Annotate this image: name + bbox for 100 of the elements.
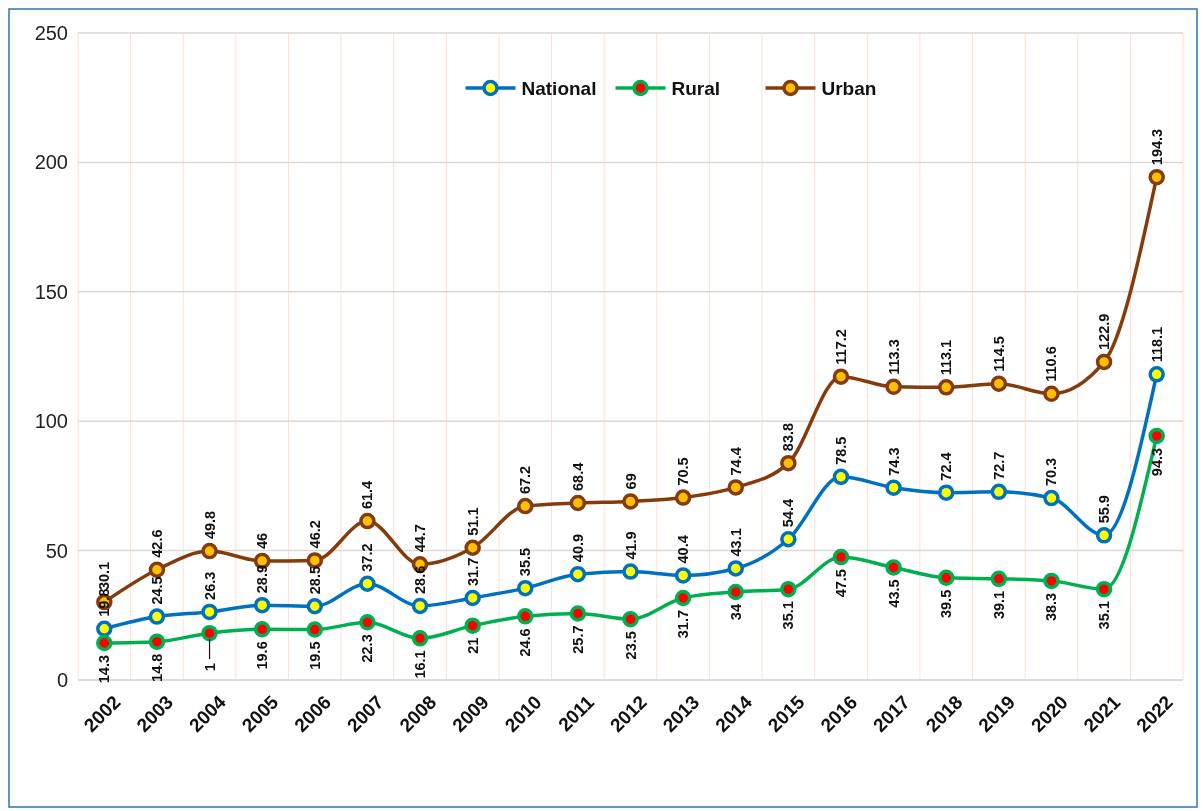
data-label: 28.5 — [306, 566, 323, 595]
data-label: 35.1 — [1096, 601, 1113, 630]
data-label: 40.4 — [675, 535, 692, 564]
point — [674, 567, 692, 584]
point — [201, 542, 218, 560]
annotation: 1 — [201, 663, 218, 672]
data-label: 31.7 — [675, 609, 692, 639]
data-label: 24.5 — [148, 576, 165, 605]
point — [622, 610, 639, 628]
data-label: 25.7 — [569, 625, 586, 654]
data-label: 28.9 — [254, 564, 271, 594]
data-label: 47.5 — [832, 569, 849, 598]
y-tick-label: 150 — [34, 280, 68, 303]
data-label: 43.5 — [885, 579, 902, 608]
data-label: 70.5 — [675, 457, 692, 486]
point — [1095, 353, 1113, 371]
point — [780, 580, 797, 598]
point — [306, 621, 324, 638]
data-label: 55.9 — [1096, 495, 1113, 524]
data-label: 46 — [254, 532, 271, 549]
data-label: 68.4 — [569, 462, 586, 491]
point — [727, 560, 744, 577]
data-label: 94.3 — [1148, 447, 1165, 477]
data-label: 30.1 — [96, 561, 113, 591]
data-label: 118.1 — [1148, 326, 1165, 363]
point — [359, 512, 376, 530]
data-label: 39.5 — [938, 589, 955, 619]
point — [569, 494, 587, 512]
point — [1095, 527, 1113, 544]
point — [780, 454, 797, 472]
point — [885, 559, 902, 576]
point — [306, 597, 324, 615]
point — [96, 634, 113, 652]
point — [885, 378, 902, 396]
data-label: 19.5 — [306, 641, 323, 670]
y-tick-label: 200 — [34, 151, 68, 174]
data-label: 19.6 — [254, 641, 271, 670]
data-label: 19.8 — [96, 588, 113, 617]
data-label: 69 — [622, 473, 639, 490]
data-label: 42.6 — [148, 529, 165, 558]
data-label: 41.9 — [622, 531, 639, 560]
data-label: 24.6 — [517, 628, 534, 657]
point — [990, 375, 1008, 392]
point — [1148, 427, 1165, 445]
point — [464, 589, 481, 607]
data-label: 43.1 — [727, 528, 744, 557]
data-label: 70.3 — [1043, 457, 1060, 487]
point — [1043, 489, 1060, 507]
point — [148, 608, 166, 625]
point — [832, 368, 850, 385]
point — [464, 617, 481, 634]
y-tick-label: 100 — [34, 410, 68, 433]
data-label: 21 — [464, 637, 481, 654]
data-label: 35.1 — [780, 601, 797, 630]
point — [411, 597, 429, 615]
legend-label: National — [521, 77, 597, 99]
point — [96, 620, 113, 638]
data-label: 114.5 — [990, 336, 1007, 372]
data-label: 28.6 — [412, 565, 429, 594]
data-label: 72.4 — [938, 452, 955, 481]
point — [622, 563, 639, 580]
point — [569, 565, 587, 583]
data-label: 44.7 — [412, 524, 429, 553]
point — [569, 605, 587, 622]
point — [780, 530, 797, 548]
data-label: 72.7 — [990, 451, 1007, 480]
point — [937, 379, 955, 396]
point — [253, 621, 271, 638]
data-label: 23.5 — [622, 631, 639, 660]
data-label: 14.3 — [96, 654, 113, 684]
point — [674, 489, 692, 506]
data-label: 51.1 — [464, 507, 481, 536]
data-label: 35.5 — [517, 547, 534, 577]
point — [201, 603, 218, 621]
point — [990, 570, 1008, 588]
point — [1043, 572, 1060, 590]
point — [517, 579, 534, 597]
data-label: 31.7 — [464, 557, 481, 586]
point — [937, 484, 955, 501]
data-label: 110.6 — [1043, 346, 1060, 382]
y-tick-label: 0 — [56, 669, 68, 691]
data-label: 74.4 — [727, 447, 744, 476]
y-tick-label: 50 — [45, 539, 68, 562]
data-label: 34 — [727, 604, 744, 621]
point — [727, 583, 744, 601]
data-label: 40.9 — [569, 533, 586, 563]
point — [253, 596, 271, 614]
data-label: 122.9 — [1096, 313, 1113, 350]
y-tick-label: 250 — [34, 22, 68, 44]
data-label: 39.1 — [990, 590, 1007, 620]
point — [201, 624, 218, 642]
point — [359, 575, 376, 592]
data-label: 113.3 — [885, 339, 902, 375]
data-label: 26.3 — [201, 571, 218, 600]
point — [411, 630, 429, 647]
data-label: 22.3 — [359, 634, 376, 663]
data-label: 38.3 — [1043, 592, 1060, 622]
point — [517, 497, 534, 515]
point — [359, 614, 376, 631]
point — [937, 569, 955, 587]
